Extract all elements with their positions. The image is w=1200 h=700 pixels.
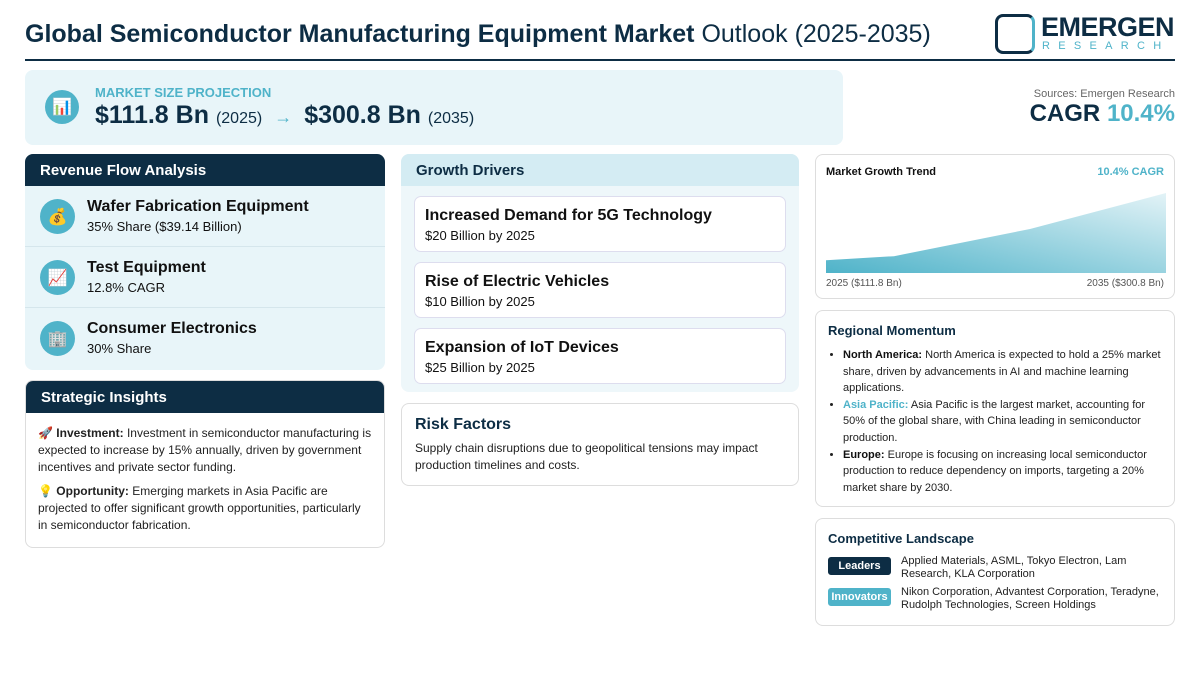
insight-item: 🚀 Investment: Investment in semiconducto… bbox=[38, 426, 372, 474]
revenue-item-sub: 30% Share bbox=[87, 341, 152, 356]
revenue-item-sub: 12.8% CAGR bbox=[87, 280, 166, 295]
region-item: North America: North America is expected… bbox=[843, 347, 1162, 397]
competitive-landscape-card: Competitive Landscape Leaders Applied Mat… bbox=[815, 518, 1175, 626]
driver-title: Expansion of IoT Devices bbox=[425, 339, 619, 356]
market-growth-chart: Market Growth Trend 10.4% CAGR 2025 ($11… bbox=[815, 154, 1175, 299]
page-title: Global Semiconductor Manufacturing Equip… bbox=[25, 20, 931, 48]
driver-title: Increased Demand for 5G Technology bbox=[425, 207, 712, 224]
growth-area-chart bbox=[826, 193, 1166, 273]
arrow-right-icon: → bbox=[274, 107, 293, 127]
competitor-badge: Leaders bbox=[828, 557, 891, 575]
growth-drivers-panel: Growth Drivers Increased Demand for 5G T… bbox=[401, 154, 799, 392]
revenue-item-title: Test Equipment bbox=[87, 259, 206, 276]
competitor-row: Leaders Applied Materials, ASML, Tokyo El… bbox=[828, 555, 1162, 580]
driver-card: Expansion of IoT Devices $25 Billion by 2… bbox=[414, 328, 786, 384]
competitor-names: Applied Materials, ASML, Tokyo Electron,… bbox=[901, 555, 1127, 580]
driver-value: $20 Billion by 2025 bbox=[425, 228, 535, 243]
revenue-item: 📈 Test Equipment 12.8% CAGR bbox=[25, 247, 385, 308]
driver-value: $25 Billion by 2025 bbox=[425, 360, 535, 375]
office-building-icon: 🏢 bbox=[40, 321, 75, 356]
competitor-badge: Innovators bbox=[828, 588, 891, 606]
region-item: Europe: Europe is focusing on increasing… bbox=[843, 447, 1162, 497]
insight-item: 💡 Opportunity: Emerging markets in Asia … bbox=[38, 484, 361, 532]
driver-card: Increased Demand for 5G Technology $20 Bi… bbox=[414, 196, 786, 252]
sources-text: Sources: Emergen Research bbox=[1033, 88, 1175, 100]
strategic-insights-panel: Strategic Insights 🚀 Investment: Investm… bbox=[25, 380, 385, 548]
lightbulb-icon: 💡 bbox=[38, 484, 57, 498]
driver-card: Rise of Electric Vehicles $10 Billion by … bbox=[414, 262, 786, 318]
revenue-item-sub: 35% Share ($39.14 Billion) bbox=[87, 219, 242, 234]
revenue-item-title: Wafer Fabrication Equipment bbox=[87, 198, 309, 215]
growth-area bbox=[826, 193, 1166, 273]
chart-end-label: 2035 ($300.8 Bn) bbox=[1086, 278, 1164, 289]
money-bag-icon: 💰 bbox=[40, 199, 75, 234]
driver-title: Rise of Electric Vehicles bbox=[425, 273, 610, 290]
revenue-item: 🏢 Consumer Electronics 30% Share bbox=[25, 308, 385, 369]
risk-factors-card: Risk Factors Supply chain disruptions du… bbox=[401, 403, 799, 486]
competitor-names: Nikon Corporation, Advantest Corporation… bbox=[901, 586, 1159, 611]
revenue-item-title: Consumer Electronics bbox=[87, 320, 257, 337]
cagr-value: CAGR 10.4% bbox=[1029, 100, 1175, 127]
chart-increasing-icon: 📈 bbox=[40, 260, 75, 295]
revenue-item: 💰 Wafer Fabrication Equipment 35% Share ($… bbox=[25, 186, 385, 247]
revenue-flow-panel: Revenue Flow Analysis 💰 Wafer Fabrication… bbox=[25, 154, 385, 370]
regional-momentum-card: Regional Momentum North America: North A… bbox=[815, 310, 1175, 507]
header-divider bbox=[25, 59, 1175, 61]
bar-chart-icon: 📊 bbox=[45, 90, 79, 124]
competitor-row: Innovators Nikon Corporation, Advantest C… bbox=[828, 586, 1162, 611]
rocket-icon: 🚀 bbox=[38, 426, 57, 440]
emergen-logo: EMERGEN RESEARCH bbox=[995, 12, 1175, 56]
chart-start-label: 2025 ($111.8 Bn) bbox=[826, 278, 902, 289]
driver-value: $10 Billion by 2025 bbox=[425, 294, 535, 309]
region-item: Asia Pacific: Asia Pacific is the larges… bbox=[843, 397, 1162, 447]
market-size-projection: 📊 MARKET SIZE PROJECTION $111.8 Bn (2025… bbox=[25, 70, 843, 145]
